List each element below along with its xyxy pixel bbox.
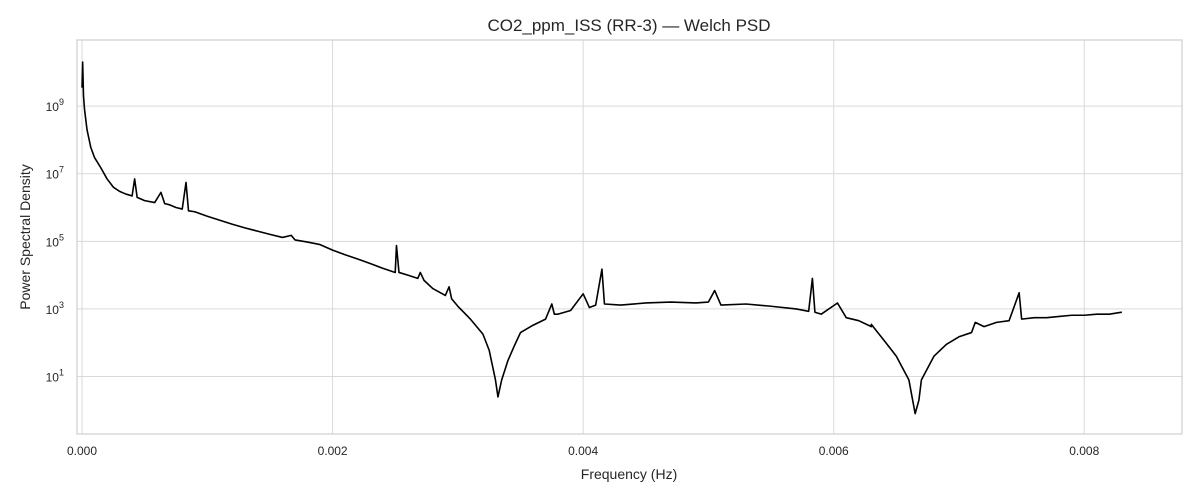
x-tick-label: 0.008: [1069, 444, 1099, 458]
plot-frame: [76, 39, 1183, 435]
y-tick-label: 103: [46, 300, 64, 317]
x-axis-label: Frequency (Hz): [581, 466, 677, 482]
y-tick-exponent: 1: [59, 368, 64, 378]
y-tick-label: 107: [46, 165, 64, 182]
y-tick-label: 101: [46, 368, 64, 385]
y-tick-base: 10: [46, 371, 60, 385]
grid-layer: [77, 40, 1182, 434]
y-tick-label: 105: [46, 232, 64, 249]
y-tick-base: 10: [46, 100, 60, 114]
psd-series-line: [81, 61, 1122, 415]
x-tick-label: 0.000: [67, 444, 97, 458]
y-tick-exponent: 3: [59, 300, 64, 310]
y-tick-exponent: 9: [59, 97, 64, 107]
chart-title: CO2_ppm_ISS (RR-3) — Welch PSD: [487, 16, 770, 35]
x-tick-label: 0.002: [318, 444, 348, 458]
y-tick-base: 10: [46, 168, 60, 182]
y-tick-base: 10: [46, 235, 60, 249]
y-axis-label: Power Spectral Density: [17, 164, 33, 310]
series-layer: [81, 61, 1122, 415]
x-tick-label: 0.004: [568, 444, 598, 458]
x-tick-label: 0.006: [819, 444, 849, 458]
y-tick-exponent: 7: [59, 165, 64, 175]
y-tick-label: 109: [46, 97, 64, 114]
y-tick-exponent: 5: [59, 232, 64, 242]
x-tick-labels: 0.000 0.002 0.004 0.006 0.008: [67, 444, 1100, 458]
y-tick-base: 10: [46, 303, 60, 317]
